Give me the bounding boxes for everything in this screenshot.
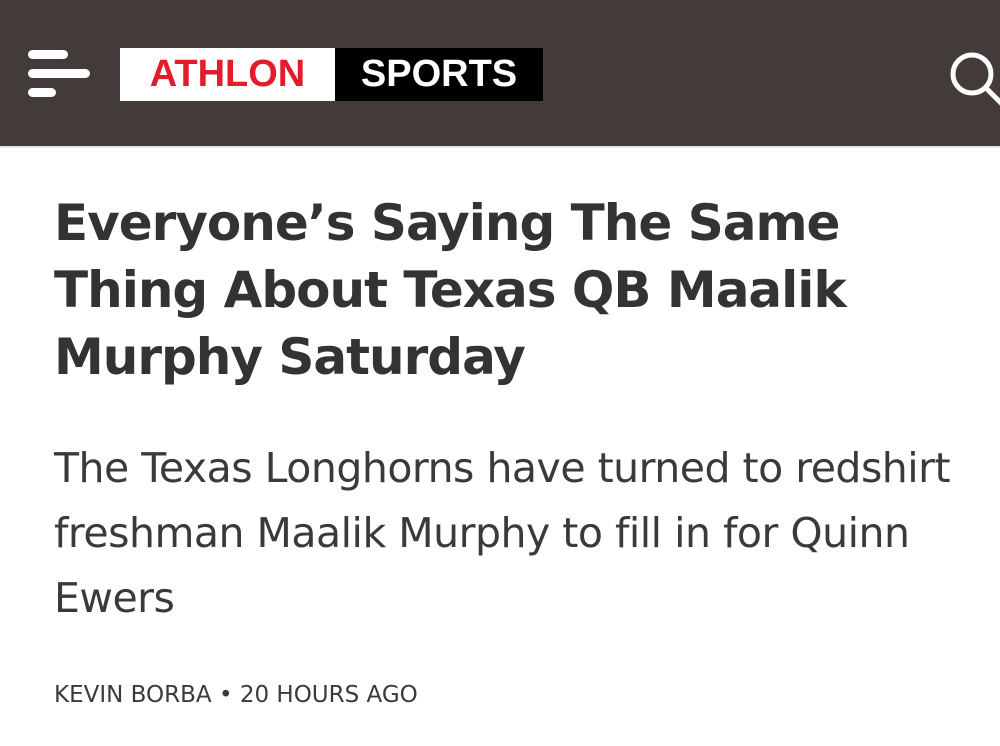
byline: Kevin Borba • 20 hours ago — [54, 682, 418, 708]
logo-sports: SPORTS — [335, 48, 543, 101]
article-subtitle: The Texas Longhorns have turned to redsh… — [54, 444, 951, 622]
logo-athlon: ATHLON — [120, 48, 335, 101]
article-title: Everyone’s Saying The Same Thing About T… — [54, 194, 847, 386]
author-name[interactable]: Kevin Borba — [54, 682, 212, 708]
hamburger-menu-icon[interactable] — [28, 50, 92, 100]
athlon-sports-logo[interactable]: ATHLON SPORTS — [120, 48, 543, 101]
site-header: ATHLON SPORTS — [0, 0, 1000, 148]
search-icon[interactable] — [948, 50, 1000, 114]
publish-time: 20 hours ago — [239, 682, 418, 708]
byline-separator: • — [218, 682, 233, 708]
